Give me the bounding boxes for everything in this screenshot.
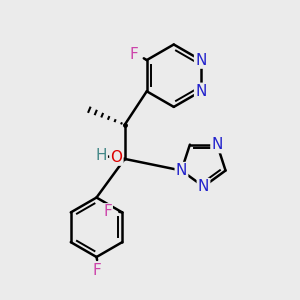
- Text: N: N: [195, 84, 206, 99]
- Text: F: F: [103, 204, 112, 219]
- Text: O: O: [110, 150, 122, 165]
- Text: F: F: [93, 263, 101, 278]
- Text: H: H: [95, 148, 107, 163]
- Text: N: N: [176, 163, 187, 178]
- Text: N: N: [212, 137, 223, 152]
- Text: N: N: [198, 179, 209, 194]
- Text: F: F: [130, 47, 139, 62]
- Text: N: N: [195, 52, 206, 68]
